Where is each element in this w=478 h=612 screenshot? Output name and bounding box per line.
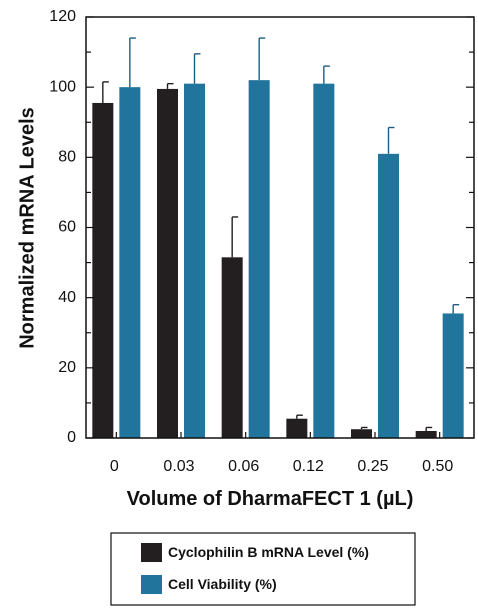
bar-viability [119,87,141,439]
bar-viability [442,313,464,438]
error-bars-layer [102,37,460,431]
y-tick-label: 0 [67,429,76,446]
x-tick-label: 0.50 [422,458,453,475]
bar-cyclophilin [351,429,372,438]
legend-swatch-viability [141,575,162,594]
bar-cyclophilin [157,88,178,438]
x-tick-label: 0.06 [228,458,259,475]
y-axis-title: Normalized mRNA Levels [16,107,38,349]
bar-viability [184,83,205,439]
y-tick-label: 80 [58,149,76,166]
legend-swatch-cyclophilin [141,543,162,562]
ticks-layer [86,16,474,439]
y-tick-label: 40 [58,289,76,306]
y-tick-labels: 0 20 40 60 80 100 120 [49,8,76,446]
bar-viability [313,83,335,439]
legend-label-viability: Cell Viability (%) [168,576,277,592]
y-tick-label: 20 [58,359,76,376]
bar-cyclophilin [286,418,308,438]
bar-cyclophilin [92,102,114,439]
x-axis-title: Volume of DharmaFECT 1 (µL) [127,488,414,510]
bar-viability [248,80,270,439]
x-tick-label: 0.12 [293,458,324,475]
bar-cyclophilin [221,257,243,438]
plot-frame [85,16,475,439]
legend: Cyclophilin B mRNA Level (%) Cell Viabil… [110,532,416,606]
y-tick-label: 100 [49,78,76,95]
y-tick-label: 120 [49,8,76,25]
bar-cyclophilin [415,430,437,438]
x-tick-label: 0.03 [163,458,194,475]
bars-layer [92,80,464,439]
bar-viability [378,153,399,438]
legend-label-cyclophilin: Cyclophilin B mRNA Level (%) [168,544,369,560]
x-tick-label: 0 [110,458,119,475]
x-tick-labels: 0 0.03 0.06 0.12 0.25 0.50 [110,458,453,475]
y-tick-label: 60 [58,219,76,236]
x-tick-label: 0.25 [357,458,388,475]
